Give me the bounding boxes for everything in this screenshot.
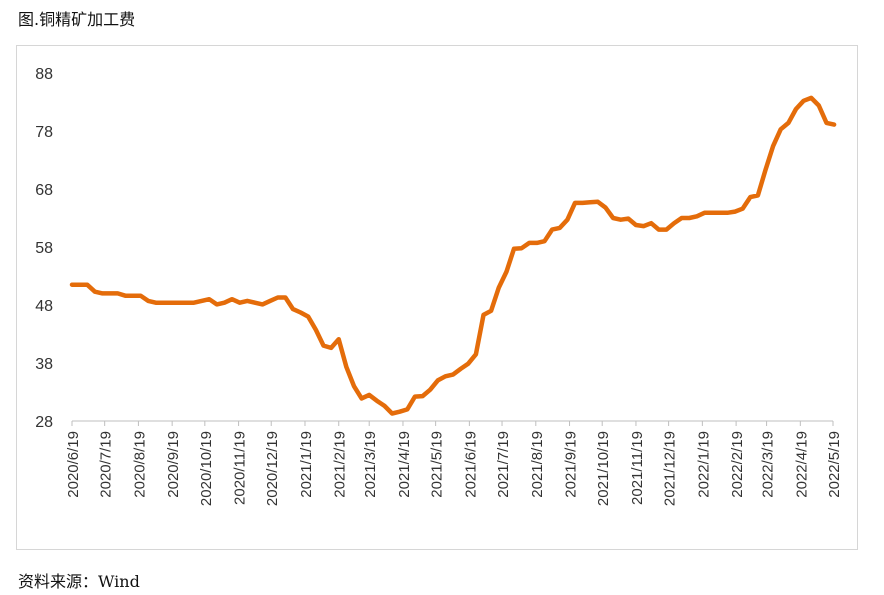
chart-panel: 28 38 48 58 68 78 88 2020/6/19 2020/7/19 2020/8/… [16, 45, 858, 550]
tc-line-chart: 28 38 48 58 68 78 88 2020/6/19 2020/7/19 2020/8/… [35, 66, 843, 506]
x-tick-label: 2020/9/19 [165, 431, 182, 498]
x-tick-label: 2022/4/19 [793, 431, 810, 498]
x-tick-label: 2021/12/19 [662, 431, 679, 506]
x-tick-label: 2022/3/19 [760, 431, 777, 498]
x-tick-label: 2021/9/19 [563, 431, 580, 498]
x-tick-label: 2021/6/19 [462, 431, 479, 498]
x-tick-label: 2021/2/19 [332, 431, 349, 498]
plot-area [69, 95, 837, 416]
x-tick-label: 2020/8/19 [131, 431, 148, 498]
x-tick-label: 2020/6/19 [65, 431, 82, 498]
x-tick-label: 2021/3/19 [362, 431, 379, 498]
x-tick-label: 2021/5/19 [429, 431, 446, 498]
figure-title: 图.铜精矿加工费 [18, 10, 136, 29]
y-tick-label: 38 [35, 356, 53, 373]
series-line [69, 95, 837, 416]
x-tick-label: 2021/7/19 [495, 431, 512, 498]
x-tick-label: 2021/11/19 [629, 431, 646, 505]
x-tick-label: 2021/10/19 [595, 431, 612, 506]
x-tick-label: 2022/2/19 [729, 431, 746, 498]
y-tick-label: 78 [35, 124, 53, 141]
y-tick-label: 88 [35, 66, 53, 83]
y-tick-label: 48 [35, 298, 53, 315]
y-tick-label: 58 [35, 240, 53, 257]
x-tick-label: 2022/1/19 [695, 431, 712, 498]
x-tick-label: 2020/10/19 [198, 431, 215, 506]
x-tick-label: 2020/7/19 [98, 431, 115, 498]
x-tick-label: 2021/8/19 [529, 431, 546, 498]
x-axis: 2020/6/19 2020/7/19 2020/8/19 2020/9/19 2020… [65, 420, 843, 506]
y-tick-label: 68 [35, 182, 53, 199]
x-tick-label: 2020/11/19 [232, 431, 249, 505]
x-tick-label: 2022/5/19 [826, 431, 843, 498]
y-axis: 28 38 48 58 68 78 88 [35, 66, 53, 431]
data-source-note: 资料来源：Wind [18, 572, 140, 591]
x-tick-label: 2020/12/19 [264, 431, 281, 506]
y-tick-label: 28 [35, 414, 53, 431]
x-tick-label: 2021/1/19 [298, 431, 315, 498]
x-tick-label: 2021/4/19 [396, 431, 413, 498]
